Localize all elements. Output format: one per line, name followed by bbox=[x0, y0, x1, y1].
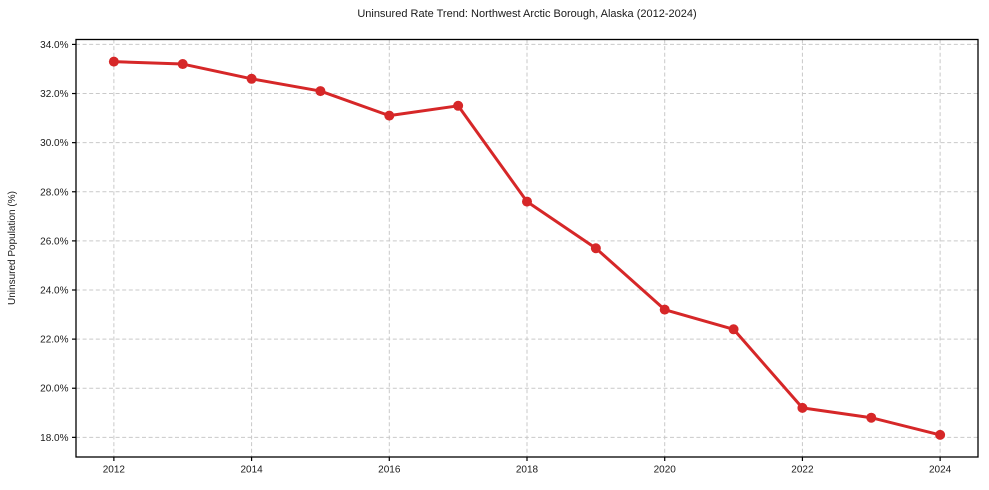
x-tick-label: 2014 bbox=[240, 465, 263, 476]
y-tick-label: 18.0% bbox=[40, 433, 68, 444]
y-tick-label: 28.0% bbox=[40, 187, 68, 198]
data-point-2022 bbox=[797, 402, 808, 413]
x-tick-label: 2018 bbox=[516, 465, 539, 476]
data-point-2019 bbox=[590, 243, 601, 254]
data-point-2014 bbox=[246, 73, 257, 84]
data-point-2018 bbox=[522, 196, 532, 207]
y-tick-label: 34.0% bbox=[40, 40, 68, 51]
data-point-2024 bbox=[935, 429, 946, 440]
x-tick-label: 2016 bbox=[378, 465, 401, 476]
y-tick-label: 22.0% bbox=[40, 335, 68, 346]
y-tick-label: 30.0% bbox=[40, 138, 68, 149]
data-point-2012 bbox=[108, 56, 119, 67]
chart-title: Uninsured Rate Trend: Northwest Arctic B… bbox=[357, 8, 697, 20]
y-tick-label: 32.0% bbox=[40, 89, 68, 100]
data-point-2021 bbox=[728, 324, 739, 335]
x-tick-label: 2022 bbox=[791, 465, 814, 476]
data-point-2016 bbox=[384, 110, 395, 121]
data-point-2015 bbox=[315, 86, 326, 97]
y-tick-label: 24.0% bbox=[40, 286, 68, 297]
x-tick-label: 2024 bbox=[929, 465, 952, 476]
data-point-2013 bbox=[177, 59, 188, 70]
y-tick-label: 20.0% bbox=[40, 384, 68, 395]
plot-border bbox=[75, 38, 979, 458]
x-tick-label: 2012 bbox=[103, 465, 126, 476]
data-point-2017 bbox=[453, 100, 464, 111]
y-tick-label: 26.0% bbox=[40, 236, 68, 247]
data-point-2023 bbox=[866, 412, 877, 423]
x-tick-label: 2020 bbox=[654, 465, 677, 476]
data-point-2020 bbox=[659, 304, 670, 315]
